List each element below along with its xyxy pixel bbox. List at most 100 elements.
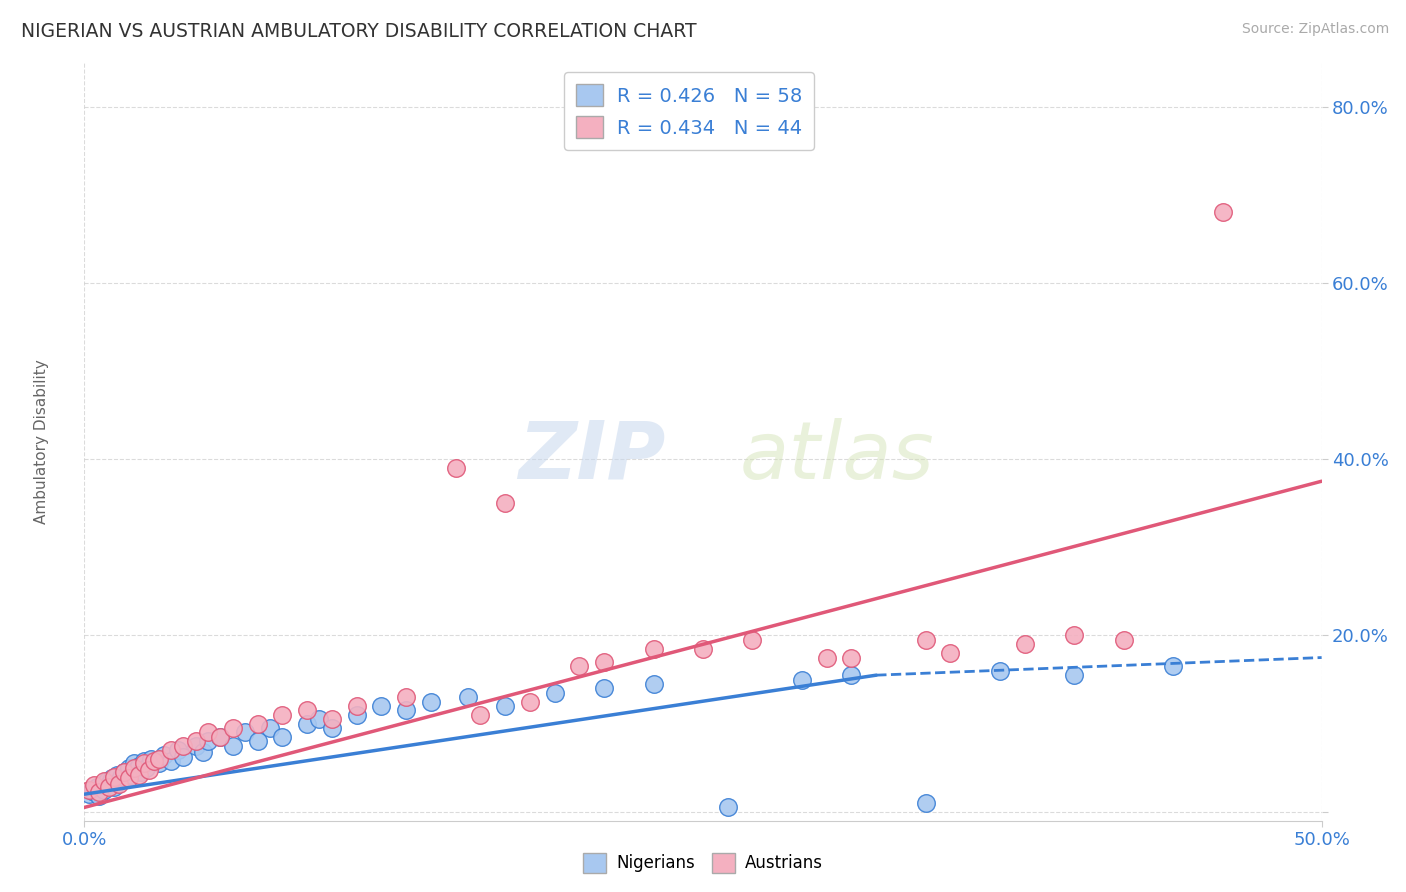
Point <box>93 774 115 789</box>
Point <box>122 756 145 771</box>
Point <box>519 695 541 709</box>
Point <box>160 743 183 757</box>
Point <box>395 703 418 717</box>
Point <box>295 703 318 717</box>
Point <box>1112 632 1135 647</box>
Point <box>83 785 105 799</box>
Point <box>494 699 516 714</box>
Point <box>98 780 121 794</box>
Point <box>90 778 112 792</box>
Point <box>295 716 318 731</box>
Point <box>197 734 219 748</box>
Point <box>988 664 1011 678</box>
Text: Source: ZipAtlas.com: Source: ZipAtlas.com <box>1241 22 1389 37</box>
Point <box>259 721 281 735</box>
Point <box>118 772 141 786</box>
Point <box>96 774 118 789</box>
Point <box>118 761 141 775</box>
Point <box>103 770 125 784</box>
Point <box>457 690 479 705</box>
Point <box>108 774 131 789</box>
Point <box>209 730 232 744</box>
Point <box>346 707 368 722</box>
Point <box>138 763 160 777</box>
Point <box>271 730 294 744</box>
Point <box>209 730 232 744</box>
Point <box>83 778 105 792</box>
Point <box>1212 205 1234 219</box>
Point <box>321 712 343 726</box>
Point <box>79 787 101 801</box>
Point <box>129 765 152 780</box>
Point <box>142 754 165 768</box>
Text: atlas: atlas <box>740 417 935 496</box>
Point <box>543 686 565 700</box>
Point <box>122 761 145 775</box>
Point <box>120 768 142 782</box>
Legend: Nigerians, Austrians: Nigerians, Austrians <box>576 847 830 880</box>
Point <box>128 759 150 773</box>
Point <box>841 668 863 682</box>
Point <box>692 641 714 656</box>
Point <box>419 695 441 709</box>
Point <box>89 789 111 803</box>
Point <box>172 750 194 764</box>
Point <box>128 768 150 782</box>
Point <box>115 772 138 786</box>
Point <box>914 632 936 647</box>
Point <box>108 776 131 790</box>
Point <box>233 725 256 739</box>
Point <box>444 461 467 475</box>
Point <box>172 739 194 753</box>
Point <box>470 707 492 722</box>
Point <box>815 650 838 665</box>
Point <box>741 632 763 647</box>
Point <box>246 716 269 731</box>
Point <box>184 734 207 748</box>
Point <box>1063 668 1085 682</box>
Point <box>939 646 962 660</box>
Point <box>643 641 665 656</box>
Point <box>160 754 183 768</box>
Point <box>222 721 245 735</box>
Point <box>148 752 170 766</box>
Text: Ambulatory Disability: Ambulatory Disability <box>34 359 49 524</box>
Point <box>246 734 269 748</box>
Point <box>141 752 163 766</box>
Point <box>105 768 128 782</box>
Point <box>308 712 330 726</box>
Point <box>135 761 157 775</box>
Point <box>222 739 245 753</box>
Point <box>184 739 207 753</box>
Point <box>110 770 132 784</box>
Point <box>321 721 343 735</box>
Point <box>80 782 103 797</box>
Text: ZIP: ZIP <box>519 417 666 496</box>
Point <box>100 772 122 786</box>
Legend: R = 0.426   N = 58, R = 0.434   N = 44: R = 0.426 N = 58, R = 0.434 N = 44 <box>564 72 814 150</box>
Point <box>125 763 148 777</box>
Point <box>395 690 418 705</box>
Point <box>132 756 155 771</box>
Point <box>1063 628 1085 642</box>
Point <box>197 725 219 739</box>
Point <box>93 782 115 797</box>
Point <box>790 673 813 687</box>
Point <box>132 754 155 768</box>
Point <box>86 780 108 794</box>
Point <box>568 659 591 673</box>
Point <box>593 681 616 696</box>
Point <box>191 745 214 759</box>
Point <box>167 743 190 757</box>
Point <box>148 756 170 771</box>
Point <box>494 496 516 510</box>
Point <box>112 765 135 780</box>
Point <box>914 796 936 810</box>
Point <box>593 655 616 669</box>
Point <box>89 785 111 799</box>
Point <box>841 650 863 665</box>
Point <box>152 747 174 762</box>
Point <box>79 782 101 797</box>
Point <box>103 780 125 794</box>
Point <box>98 776 121 790</box>
